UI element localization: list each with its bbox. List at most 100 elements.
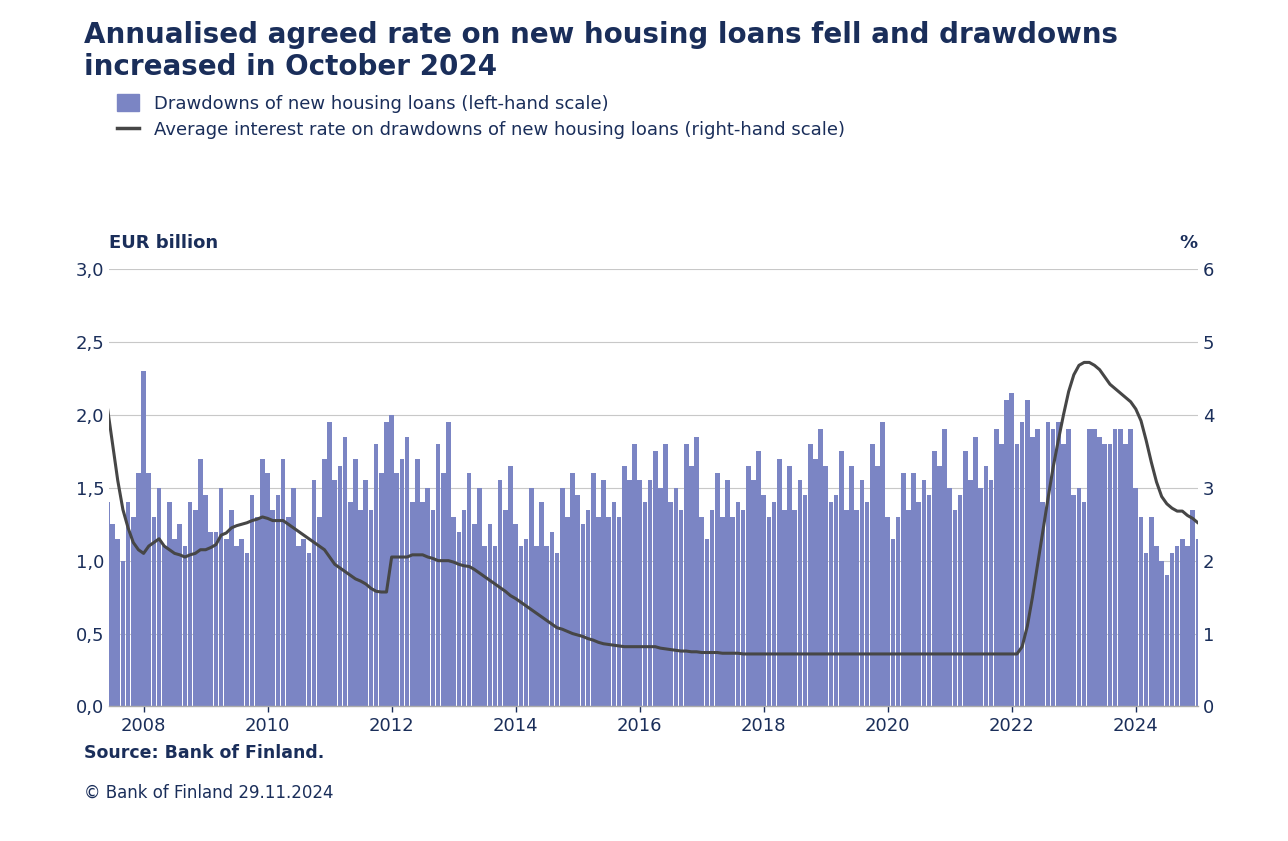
Bar: [519, 546, 523, 706]
Bar: [1056, 422, 1060, 706]
Bar: [864, 502, 869, 706]
Bar: [617, 517, 621, 706]
Bar: [1113, 430, 1118, 706]
Bar: [632, 444, 636, 706]
Bar: [715, 473, 720, 706]
Bar: [404, 436, 410, 706]
Bar: [214, 532, 218, 706]
Text: EUR billion: EUR billion: [109, 234, 219, 251]
Bar: [777, 458, 782, 706]
Legend: Drawdowns of new housing loans (left-hand scale), Average interest rate on drawd: Drawdowns of new housing loans (left-han…: [117, 94, 845, 139]
Bar: [612, 502, 616, 706]
Bar: [1185, 546, 1190, 706]
Bar: [178, 524, 182, 706]
Bar: [358, 510, 363, 706]
Bar: [240, 539, 245, 706]
Bar: [787, 466, 792, 706]
Bar: [895, 517, 900, 706]
Bar: [1092, 430, 1097, 706]
Bar: [828, 502, 833, 706]
Bar: [399, 458, 404, 706]
Bar: [337, 466, 343, 706]
Bar: [446, 422, 451, 706]
Bar: [327, 422, 332, 706]
Bar: [410, 502, 415, 706]
Bar: [792, 510, 797, 706]
Bar: [638, 480, 641, 706]
Bar: [679, 510, 684, 706]
Bar: [1061, 444, 1065, 706]
Bar: [1005, 400, 1009, 706]
Bar: [963, 452, 967, 706]
Bar: [1066, 430, 1070, 706]
Text: %: %: [1180, 234, 1198, 251]
Bar: [725, 480, 730, 706]
Bar: [116, 539, 120, 706]
Text: Source: Bank of Finland.: Source: Bank of Finland.: [84, 744, 325, 762]
Bar: [209, 532, 213, 706]
Bar: [900, 473, 905, 706]
Bar: [571, 473, 574, 706]
Bar: [1144, 553, 1149, 706]
Bar: [498, 480, 502, 706]
Bar: [684, 444, 689, 706]
Bar: [1231, 532, 1236, 706]
Bar: [471, 524, 477, 706]
Bar: [157, 488, 161, 706]
Bar: [312, 480, 317, 706]
Bar: [255, 517, 260, 706]
Bar: [281, 458, 286, 706]
Bar: [524, 539, 528, 706]
Bar: [224, 539, 228, 706]
Bar: [260, 458, 265, 706]
Bar: [456, 532, 461, 706]
Bar: [953, 510, 957, 706]
Bar: [188, 502, 192, 706]
Bar: [291, 488, 296, 706]
Bar: [746, 466, 751, 706]
Bar: [131, 517, 135, 706]
Bar: [100, 553, 104, 706]
Bar: [162, 546, 166, 706]
Bar: [353, 458, 358, 706]
Bar: [1118, 430, 1123, 706]
Bar: [912, 473, 916, 706]
Bar: [301, 539, 307, 706]
Bar: [797, 480, 802, 706]
Bar: [389, 415, 394, 706]
Bar: [948, 488, 952, 706]
Bar: [699, 517, 705, 706]
Bar: [1123, 444, 1128, 706]
Bar: [885, 517, 890, 706]
Bar: [576, 495, 580, 706]
Bar: [766, 517, 772, 706]
Bar: [126, 502, 130, 706]
Bar: [514, 524, 518, 706]
Bar: [984, 466, 988, 706]
Bar: [276, 495, 281, 706]
Bar: [307, 553, 312, 706]
Bar: [451, 517, 456, 706]
Bar: [535, 546, 538, 706]
Bar: [1221, 510, 1226, 706]
Bar: [1010, 393, 1014, 706]
Bar: [1159, 561, 1164, 706]
Bar: [343, 436, 348, 706]
Bar: [938, 466, 942, 706]
Bar: [1226, 546, 1231, 706]
Bar: [1087, 430, 1092, 706]
Bar: [591, 473, 595, 706]
Bar: [1242, 510, 1247, 706]
Bar: [782, 510, 787, 706]
Bar: [529, 488, 533, 706]
Bar: [869, 444, 875, 706]
Bar: [560, 488, 564, 706]
Bar: [1236, 546, 1242, 706]
Bar: [741, 510, 746, 706]
Bar: [601, 480, 605, 706]
Bar: [265, 473, 270, 706]
Bar: [1180, 539, 1185, 706]
Bar: [204, 495, 207, 706]
Bar: [250, 495, 255, 706]
Bar: [147, 473, 151, 706]
